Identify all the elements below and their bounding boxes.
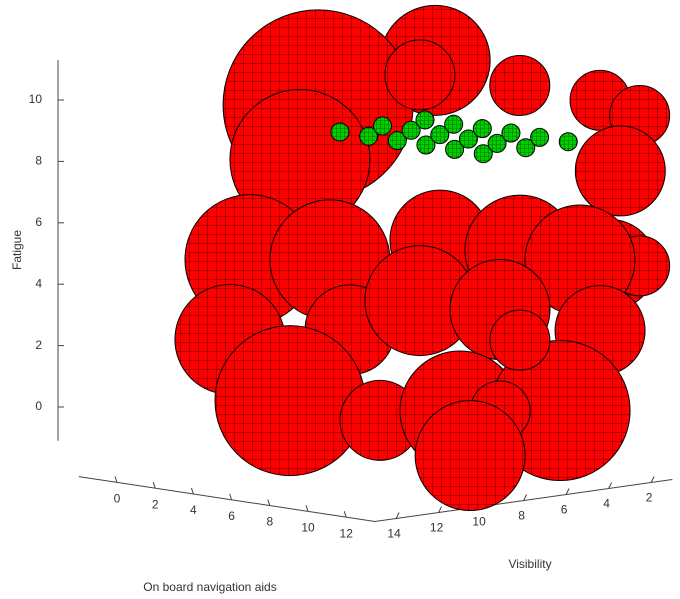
z-tick-label: 2 bbox=[35, 338, 42, 352]
sphere-mesh bbox=[374, 117, 392, 135]
x-tick bbox=[230, 494, 232, 500]
y-tick-label: 12 bbox=[430, 521, 444, 535]
y-tick bbox=[396, 513, 399, 519]
y-tick-label: 6 bbox=[561, 503, 568, 517]
z-tick-label: 0 bbox=[35, 399, 42, 413]
sphere bbox=[215, 326, 365, 476]
x-tick-label: 8 bbox=[266, 515, 273, 529]
x-tick-label: 10 bbox=[301, 521, 315, 535]
y-tick bbox=[439, 507, 442, 513]
sphere-mesh bbox=[502, 124, 520, 142]
x-tick bbox=[115, 476, 117, 482]
sphere-mesh bbox=[531, 128, 549, 146]
sphere-mesh bbox=[473, 120, 491, 138]
y-tick-label: 2 bbox=[646, 491, 653, 505]
z-tick-label: 8 bbox=[35, 154, 42, 168]
x-tick bbox=[268, 500, 270, 506]
x-tick bbox=[153, 482, 155, 488]
z-axis-label: Fatigue bbox=[10, 230, 24, 270]
sphere bbox=[416, 111, 434, 129]
x-tick-label: 0 bbox=[114, 492, 121, 506]
sphere bbox=[531, 128, 549, 146]
y-tick-label: 10 bbox=[472, 515, 486, 529]
z-tick-label: 10 bbox=[29, 92, 43, 106]
sphere bbox=[575, 126, 665, 216]
sphere bbox=[331, 123, 349, 141]
z-tick-label: 6 bbox=[35, 215, 42, 229]
x-axis bbox=[79, 477, 375, 522]
sphere-mesh bbox=[490, 310, 550, 370]
y-tick bbox=[566, 489, 569, 495]
sphere bbox=[502, 124, 520, 142]
sphere bbox=[559, 133, 577, 151]
y-tick-label: 8 bbox=[518, 509, 525, 523]
sphere bbox=[445, 115, 463, 133]
sphere-mesh bbox=[559, 133, 577, 151]
sphere bbox=[374, 117, 392, 135]
y-tick bbox=[651, 477, 654, 483]
y-tick-label: 4 bbox=[603, 497, 610, 511]
y-tick bbox=[524, 495, 527, 501]
x-tick-label: 6 bbox=[228, 509, 235, 523]
chart: Fatigue On board navigation aids Visibil… bbox=[0, 0, 680, 599]
x-tick-label: 2 bbox=[152, 497, 159, 511]
x-tick bbox=[191, 488, 193, 494]
x-tick-label: 4 bbox=[190, 503, 197, 517]
sphere-mesh bbox=[445, 115, 463, 133]
y-tick-label: 14 bbox=[387, 527, 401, 541]
x-tick-label: 12 bbox=[340, 526, 354, 540]
y-tick bbox=[609, 483, 612, 489]
sphere-mesh bbox=[416, 111, 434, 129]
sphere bbox=[385, 40, 455, 110]
x-tick bbox=[344, 511, 346, 517]
sphere-mesh bbox=[490, 55, 550, 115]
sphere bbox=[490, 310, 550, 370]
x-axis-label: On board navigation aids bbox=[143, 580, 276, 594]
sphere-mesh bbox=[415, 401, 525, 511]
sphere-mesh bbox=[215, 326, 365, 476]
x-tick bbox=[306, 505, 308, 511]
sphere bbox=[490, 55, 550, 115]
y-axis-label: Visibility bbox=[508, 557, 551, 571]
sphere-mesh bbox=[575, 126, 665, 216]
sphere-mesh bbox=[331, 123, 349, 141]
sphere-mesh bbox=[385, 40, 455, 110]
sphere bbox=[473, 120, 491, 138]
z-tick-label: 4 bbox=[35, 276, 42, 290]
sphere bbox=[415, 401, 525, 511]
